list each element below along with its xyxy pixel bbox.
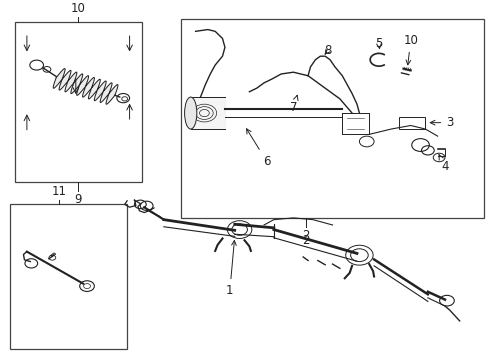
Text: 10: 10 bbox=[71, 3, 85, 15]
Text: 9: 9 bbox=[74, 193, 82, 206]
Text: 8: 8 bbox=[323, 44, 331, 57]
Polygon shape bbox=[53, 68, 118, 104]
Bar bbox=[10, 204, 127, 349]
Bar bbox=[15, 22, 142, 183]
Text: 5: 5 bbox=[374, 37, 382, 50]
Text: 1: 1 bbox=[225, 240, 236, 297]
Text: 7: 7 bbox=[289, 95, 297, 114]
Ellipse shape bbox=[184, 97, 196, 129]
Text: 2: 2 bbox=[301, 234, 309, 247]
Bar bbox=[50, 253, 56, 257]
Text: 2: 2 bbox=[301, 229, 309, 242]
Bar bbox=[181, 19, 483, 218]
Text: 11: 11 bbox=[51, 185, 66, 198]
Text: 10: 10 bbox=[403, 34, 417, 65]
Text: 4: 4 bbox=[438, 154, 448, 173]
Text: 3: 3 bbox=[429, 116, 453, 129]
Text: 6: 6 bbox=[246, 129, 270, 167]
Bar bbox=[398, 117, 425, 129]
